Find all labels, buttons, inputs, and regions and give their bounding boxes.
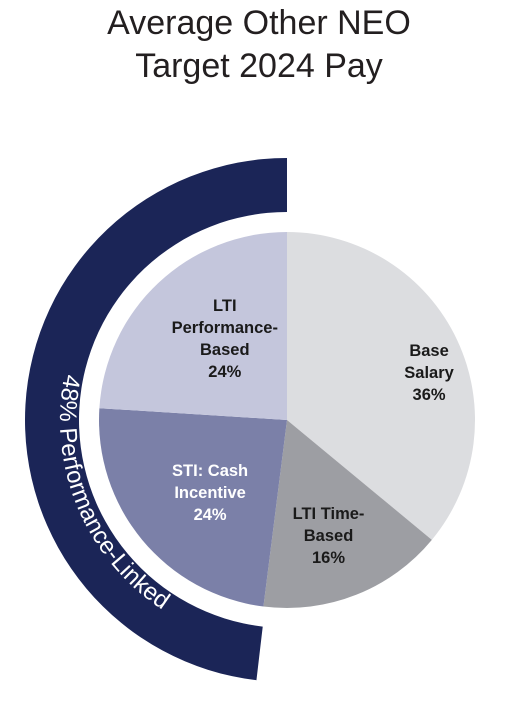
slice-label: Base Salary 36% — [404, 342, 454, 404]
slice-label-line: Performance- — [172, 319, 278, 337]
chart-title-line1: Average Other NEO — [107, 4, 411, 42]
chart-title-line2: Target 2024 Pay — [135, 47, 383, 85]
pie-labels: Base Salary 36% LTI Time- Based 16% STI: Cash I… — [172, 297, 455, 567]
slice-label-line: 24% — [208, 363, 241, 381]
slice-label-line: 36% — [413, 386, 446, 404]
slice-label: LTI Performance- Based 24% — [172, 297, 278, 381]
performance-linked-arc — [25, 158, 287, 681]
pie-slice — [99, 232, 287, 420]
slice-label-line: Salary — [404, 364, 454, 382]
pie-slices — [98, 232, 475, 608]
slice-label-line: 16% — [312, 549, 345, 567]
slice-label-line: STI: Cash — [172, 462, 248, 480]
slice-label-line: Base — [409, 342, 448, 360]
slice-label-line: LTI Time- — [293, 505, 365, 523]
pie-slice — [287, 232, 475, 540]
slice-label-line: Based — [200, 341, 250, 359]
slice-label: STI: Cash Incentive 24% — [172, 462, 248, 524]
slice-label: LTI Time- Based 16% — [293, 505, 365, 567]
chart-title: Average Other NEO Target 2024 Pay — [0, 2, 518, 88]
slice-label-line: Incentive — [174, 484, 246, 502]
pie-slice — [98, 408, 287, 607]
slice-label-line: LTI — [213, 297, 237, 315]
slice-label-line: Based — [304, 527, 354, 545]
slice-label-line: 24% — [194, 506, 227, 524]
pie-slice — [263, 420, 432, 608]
